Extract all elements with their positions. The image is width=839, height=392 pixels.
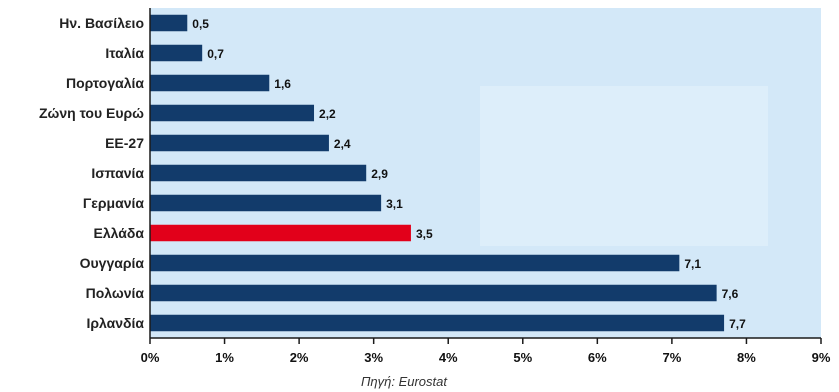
value-label: 7,1	[684, 257, 701, 271]
value-label: 2,4	[334, 137, 351, 151]
value-label: 7,7	[729, 317, 746, 331]
category-label: Ιταλία	[105, 45, 144, 61]
category-label: Ην. Βασίλειο	[59, 15, 144, 31]
value-label: 1,6	[274, 77, 291, 91]
value-label: 3,5	[416, 227, 433, 241]
x-axis-ticks: 0% 1% 2% 3% 4% 5% 6% 7% 8% 9%	[141, 338, 831, 365]
x-tick-label: 8%	[737, 350, 756, 365]
plot-inner-panel	[480, 86, 768, 246]
source-note: Πηγή: Eurostat	[361, 374, 448, 389]
bar	[150, 14, 188, 32]
bar	[150, 254, 680, 272]
x-tick-label: 5%	[513, 350, 532, 365]
bar	[150, 284, 717, 302]
value-labels: 0,5 0,7 1,6 2,2 2,4 2,9 3,1 3,5 7,1 7,6 7,7	[192, 17, 746, 331]
bar	[150, 194, 382, 212]
x-tick-label: 1%	[215, 350, 234, 365]
value-label: 0,5	[192, 17, 209, 31]
bar	[150, 314, 725, 332]
bar	[150, 164, 367, 182]
x-tick-label: 0%	[141, 350, 160, 365]
x-tick-label: 6%	[588, 350, 607, 365]
bar	[150, 134, 329, 152]
x-tick-label: 3%	[364, 350, 383, 365]
category-label: Πορτογαλία	[66, 75, 144, 91]
bar	[150, 104, 315, 122]
bar	[150, 44, 203, 62]
category-label: Ελλάδα	[94, 225, 145, 241]
category-label: Γερμανία	[83, 195, 145, 211]
value-label: 3,1	[386, 197, 403, 211]
x-tick-label: 2%	[290, 350, 309, 365]
value-label: 2,9	[371, 167, 388, 181]
bar	[150, 74, 270, 92]
value-label: 2,2	[319, 107, 336, 121]
value-label: 7,6	[722, 287, 739, 301]
value-label: 0,7	[207, 47, 224, 61]
x-tick-label: 7%	[662, 350, 681, 365]
category-label: Ισπανία	[91, 165, 144, 181]
category-label: Ζώνη του Ευρώ	[39, 105, 144, 121]
bar	[150, 224, 411, 242]
category-label: Ουγγαρία	[80, 255, 145, 271]
category-label: Πολωνία	[86, 285, 145, 301]
category-labels: Ην. Βασίλειο Ιταλία Πορτογαλία Ζώνη του Ευρ…	[39, 15, 144, 331]
category-label: ΕΕ-27	[105, 135, 144, 151]
x-tick-label: 4%	[439, 350, 458, 365]
bars-group	[150, 14, 725, 332]
category-label: Ιρλανδία	[86, 315, 144, 331]
x-tick-label: 9%	[812, 350, 831, 365]
